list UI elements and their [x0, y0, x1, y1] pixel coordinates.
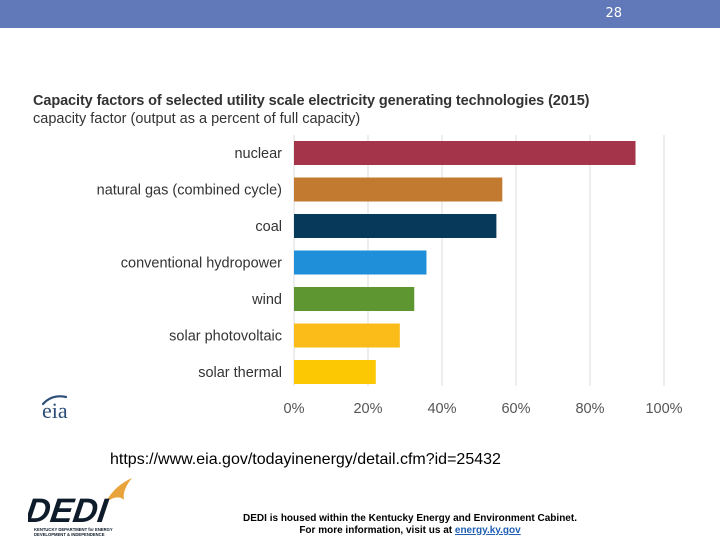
- bars: [294, 141, 636, 384]
- category-label: solar thermal: [198, 365, 282, 381]
- eia-logo-text: eia: [42, 398, 68, 422]
- page-number: 28: [605, 6, 622, 21]
- chart-title: Capacity factors of selected utility sca…: [33, 93, 590, 109]
- bar-solar-photovoltaic: [294, 323, 400, 348]
- x-tick-label: 0%: [284, 401, 305, 417]
- bar-conventional-hydropower: [294, 250, 427, 275]
- chart-subtitle: capacity factor (output as a percent of …: [33, 111, 361, 127]
- bar-coal: [294, 214, 497, 238]
- x-tick-label: 80%: [575, 401, 604, 417]
- dedi-logo-icon: DEDI KENTUCKY DEPARTMENT for ENERGY DEVE…: [28, 478, 132, 537]
- footer-text-line-1: DEDI is housed within the Kentucky Energ…: [243, 513, 577, 524]
- category-label: coal: [255, 219, 282, 235]
- category-label: wind: [251, 292, 282, 308]
- energy-ky-gov-link[interactable]: energy.ky.gov: [454, 525, 521, 536]
- footer-text-prefix: For more information, visit us at: [299, 525, 455, 536]
- bar-nuclear: [294, 141, 636, 165]
- eia-logo-icon: eia: [41, 395, 68, 422]
- capacity-factor-bar-chart: nuclear natural gas (combined cycle) coal c…: [97, 135, 683, 417]
- x-tick-label: 100%: [645, 401, 682, 417]
- category-label: solar photovoltaic: [169, 329, 282, 345]
- category-label: conventional hydropower: [121, 256, 282, 272]
- category-labels: nuclear natural gas (combined cycle) coal c…: [97, 146, 283, 381]
- category-label: nuclear: [234, 146, 282, 162]
- x-tick-label: 60%: [501, 401, 530, 417]
- bar-wind: [294, 287, 415, 311]
- bar-solar-thermal: [294, 360, 376, 384]
- dedi-wordmark: DEDI: [28, 492, 111, 530]
- dedi-tagline-2: DEVELOPMENT & INDEPENDENCE: [34, 532, 105, 537]
- header-bar: 28: [0, 0, 720, 28]
- x-axis-ticks: 0% 20% 40% 60% 80% 100%: [284, 401, 683, 417]
- dedi-flame-icon: [106, 478, 132, 502]
- source-url: https://www.eia.gov/todayinenergy/detail…: [110, 451, 501, 468]
- footer-text-line-2: For more information, visit us at energy…: [0, 525, 720, 536]
- bar-natural-gas-combined-cycle: [294, 177, 503, 202]
- category-label: natural gas (combined cycle): [97, 183, 282, 199]
- dedi-tagline-1: KENTUCKY DEPARTMENT for ENERGY: [34, 527, 113, 532]
- x-tick-label: 40%: [427, 401, 456, 417]
- x-tick-label: 20%: [353, 401, 382, 417]
